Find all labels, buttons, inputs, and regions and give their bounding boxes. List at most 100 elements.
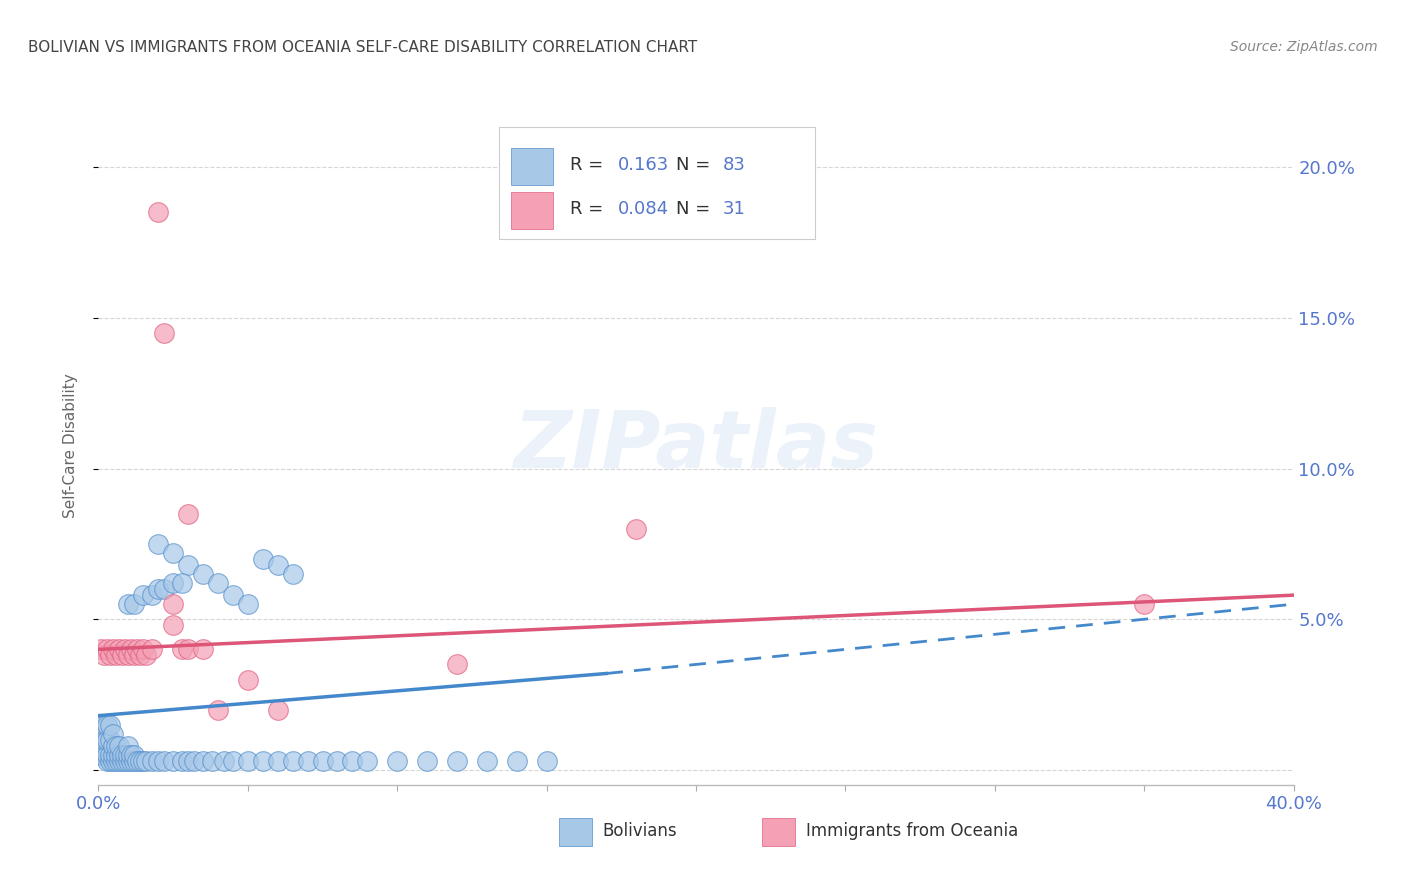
Point (281, 567, 304, 582)
Point (103, 747, 125, 762)
Point (191, 642, 214, 657)
Point (162, 597, 184, 611)
Point (148, 205, 170, 219)
Point (103, 642, 125, 657)
Point (191, 754, 214, 768)
Point (172, 642, 194, 657)
Point (162, 754, 184, 768)
Point (93, 717, 115, 731)
Point (1133, 597, 1156, 611)
Text: ZIPatlas: ZIPatlas (513, 407, 879, 485)
Point (93, 747, 115, 762)
Point (93, 648, 115, 663)
Point (98, 717, 122, 731)
Point (90, 717, 112, 731)
Text: N =: N = (676, 156, 716, 174)
Point (114, 754, 136, 768)
Point (177, 642, 200, 657)
Text: 0.163: 0.163 (619, 156, 669, 174)
Point (117, 747, 139, 762)
Point (103, 727, 125, 741)
Point (111, 754, 134, 768)
Point (207, 703, 229, 717)
Text: 83: 83 (723, 156, 745, 174)
Point (129, 754, 152, 768)
Point (212, 754, 235, 768)
Point (96, 754, 118, 768)
Point (98, 747, 122, 762)
Point (385, 754, 409, 768)
Point (96, 732, 118, 747)
Point (96, 642, 118, 657)
Point (96, 717, 118, 731)
Text: BOLIVIAN VS IMMIGRANTS FROM OCEANIA SELF-CARE DISABILITY CORRELATION CHART: BOLIVIAN VS IMMIGRANTS FROM OCEANIA SELF… (28, 40, 697, 55)
Point (162, 618, 184, 632)
Point (124, 597, 146, 611)
Text: 31: 31 (723, 200, 745, 218)
Point (98, 732, 122, 747)
Point (207, 576, 229, 591)
Point (183, 754, 205, 768)
Point (93, 732, 115, 747)
Point (446, 754, 468, 768)
FancyBboxPatch shape (510, 192, 553, 229)
Point (132, 588, 155, 602)
Point (103, 754, 125, 768)
Point (141, 642, 163, 657)
Text: Source: ZipAtlas.com: Source: ZipAtlas.com (1230, 40, 1378, 54)
Y-axis label: Self-Care Disability: Self-Care Disability (63, 374, 77, 518)
Point (446, 657, 468, 672)
Point (127, 642, 149, 657)
Point (177, 507, 200, 521)
Text: Immigrants from Oceania: Immigrants from Oceania (806, 822, 1018, 840)
Point (148, 582, 170, 596)
Point (252, 754, 274, 768)
Point (114, 747, 136, 762)
Point (105, 739, 128, 753)
Point (222, 754, 245, 768)
Point (105, 747, 128, 762)
Point (117, 597, 139, 611)
Point (236, 754, 259, 768)
Point (120, 754, 142, 768)
Point (506, 754, 529, 768)
Point (153, 582, 176, 596)
Point (135, 754, 157, 768)
Point (117, 754, 139, 768)
Point (172, 754, 194, 768)
Point (326, 754, 349, 768)
Point (153, 326, 176, 340)
Point (177, 754, 200, 768)
Point (124, 747, 146, 762)
Point (252, 552, 274, 566)
Point (108, 747, 131, 762)
Point (297, 754, 319, 768)
Point (201, 754, 224, 768)
Point (267, 703, 290, 717)
Point (90, 732, 112, 747)
Point (475, 754, 498, 768)
Point (124, 648, 146, 663)
Point (172, 576, 194, 591)
Point (148, 754, 170, 768)
Point (90, 642, 112, 657)
Point (117, 739, 139, 753)
Point (98, 648, 122, 663)
Point (105, 648, 128, 663)
Point (129, 648, 152, 663)
Point (281, 754, 304, 768)
Point (153, 754, 176, 768)
FancyBboxPatch shape (510, 148, 553, 185)
Point (124, 754, 146, 768)
Point (117, 648, 139, 663)
Point (177, 558, 200, 572)
Point (114, 642, 136, 657)
FancyBboxPatch shape (499, 128, 815, 239)
FancyBboxPatch shape (762, 817, 796, 846)
Point (120, 747, 142, 762)
FancyBboxPatch shape (558, 817, 592, 846)
Point (626, 522, 648, 536)
Point (342, 754, 364, 768)
Point (148, 537, 170, 551)
Point (98, 754, 122, 768)
